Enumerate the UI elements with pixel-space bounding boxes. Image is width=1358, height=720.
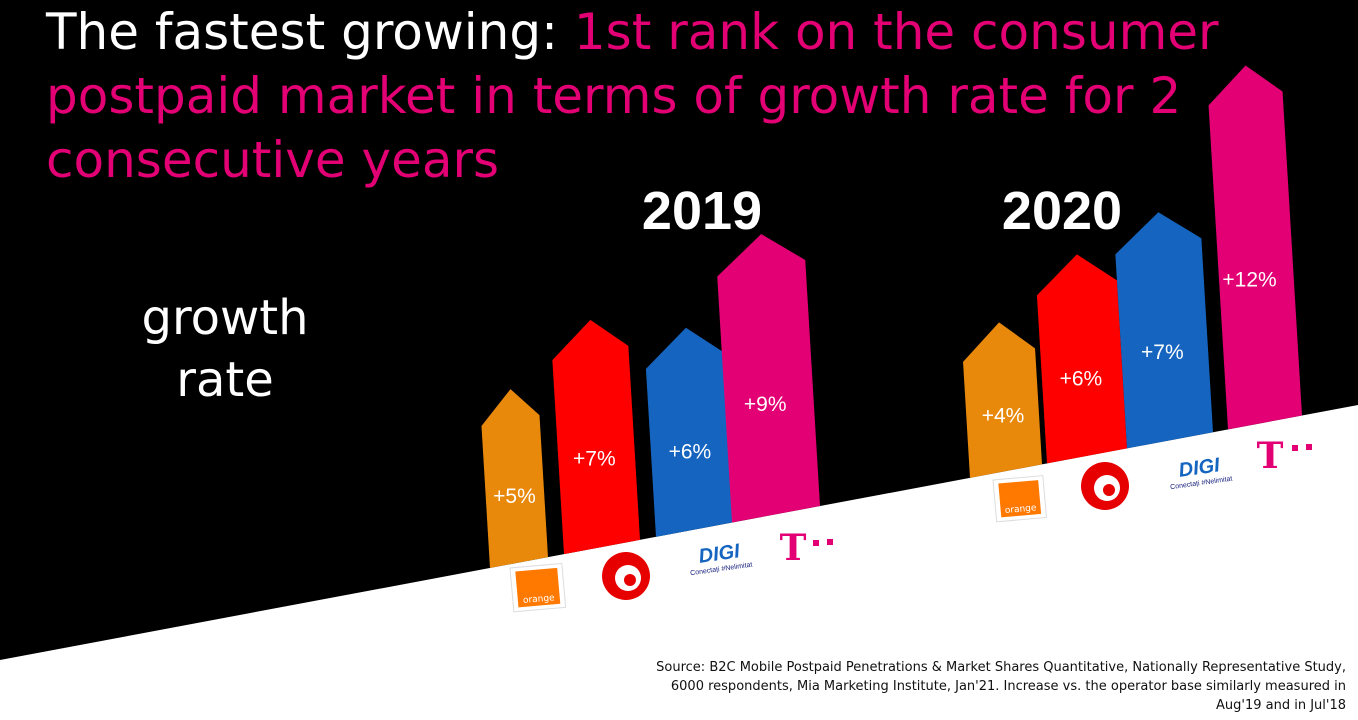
- data-label-2020-telekom: +12%: [1222, 268, 1276, 291]
- orange-logo-text: orange: [523, 593, 556, 606]
- vodafone-logo-icon-2020: [1081, 462, 1129, 510]
- data-label-2020-vodafone: +6%: [1060, 367, 1103, 390]
- data-label-group: +5% +7% +6% +9% +4% +6% +7% +12%: [493, 268, 1277, 508]
- orange-logo-2020: orange: [992, 475, 1048, 523]
- bar-2020-orange: [963, 322, 1042, 478]
- bar-2019-telekom: [717, 234, 820, 523]
- bar-2020-digi: [1115, 212, 1213, 449]
- data-label-2019-orange: +5%: [493, 485, 536, 508]
- telekom-logo-2020: T: [1257, 435, 1312, 477]
- telekom-logo-text: T: [780, 527, 807, 569]
- data-label-2019-telekom: +9%: [744, 393, 787, 416]
- bar-2020-telekom: [1208, 65, 1302, 430]
- source-note: Source: B2C Mobile Postpaid Penetrations…: [656, 660, 1346, 713]
- bar-2019-digi: [645, 327, 736, 537]
- data-label-2019-digi: +6%: [669, 441, 712, 464]
- bar-2019-orange: [481, 389, 548, 568]
- year-2020-label: 2020: [1002, 181, 1122, 241]
- data-label-2019-vodafone: +7%: [573, 447, 616, 470]
- data-label-2020-orange: +4%: [982, 404, 1025, 427]
- telekom-logo-text-2020: T: [1257, 435, 1284, 477]
- metric-label-rate: rate: [176, 352, 274, 408]
- year-2019-label: 2019: [642, 181, 762, 241]
- orange-logo: orange: [509, 562, 567, 613]
- vodafone-logo-icon: [602, 552, 650, 600]
- telekom-logo: T: [780, 527, 833, 569]
- orange-logo-text-2020: orange: [1004, 503, 1037, 516]
- slide-title: The fastest growing: 1st rank on the con…: [46, 0, 1246, 192]
- bar-2019-vodafone: [552, 319, 640, 555]
- bar-group: [481, 65, 1302, 568]
- metric-label-growth: growth: [141, 290, 308, 346]
- data-label-2020-digi: +7%: [1141, 341, 1184, 364]
- bar-2020-vodafone: [1036, 254, 1127, 464]
- title-lead: The fastest growing:: [46, 3, 574, 61]
- title-highlight: 1st rank on the consumer postpaid market…: [46, 3, 1219, 189]
